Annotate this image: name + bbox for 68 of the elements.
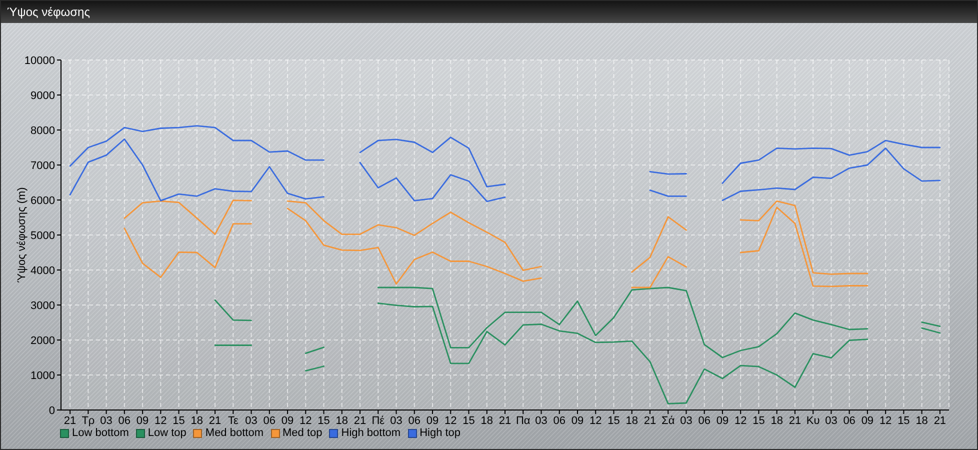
y-tick-label: 2000 [30,334,55,347]
x-tick-label: 21 [934,414,946,427]
legend-label: High top [420,427,461,439]
legend-label: Med bottom [205,427,264,439]
legend-label: Low bottom [72,427,129,439]
x-tick-label: 06 [698,414,710,427]
x-tick-label: 06 [843,414,856,427]
x-tick-label: 18 [480,414,494,427]
x-tick-label: Πέ [372,414,385,427]
x-tick-label: Πα [516,414,531,427]
y-tick-label: 1000 [30,370,55,382]
x-tick-label: 18 [190,414,204,427]
x-tick-label: 09 [281,414,294,427]
y-tick-label: 7000 [30,160,55,172]
x-tick-label: 09 [426,414,439,427]
x-tick-label: 18 [916,414,928,427]
x-tick-label: 06 [553,414,566,427]
y-tick-label: 4000 [30,264,55,277]
x-tick-label: 12 [300,414,312,427]
x-tick-label: 21 [498,414,512,427]
y-tick-label: 8000 [30,124,55,137]
x-tick-label: 21 [644,414,656,427]
x-tick-label: 21 [788,414,802,427]
x-tick-label: 09 [571,414,584,427]
x-tick-label: 06 [118,414,131,427]
x-tick-label: Κυ [806,414,820,427]
y-axis-title: Ύψος νέφωσης (m) [16,187,28,283]
legend-label: High bottom [341,427,401,439]
x-tick-label: 03 [825,414,838,427]
x-tick-label: 18 [770,414,783,427]
x-tick-label: 12 [734,414,747,427]
x-tick-label: 15 [898,414,910,427]
y-tick-label: 6000 [30,194,55,207]
x-tick-label: 03 [245,414,258,427]
x-tick-label: Τε [228,414,238,427]
x-tick-label: Σά [662,414,676,427]
x-tick-label: 18 [336,414,348,427]
legend-label: Low top [148,427,186,439]
x-tick-label: 09 [716,414,729,427]
x-tick-label: 18 [626,414,638,427]
x-tick-label: 09 [136,414,149,427]
y-tick-label: 5000 [30,230,55,242]
x-tick-label: 06 [408,414,421,427]
x-tick-label: 12 [589,414,602,427]
x-tick-label: 03 [680,414,692,427]
y-tick-label: 0 [48,404,55,417]
x-tick-label: 21 [354,414,366,427]
x-tick-label: 03 [390,414,402,427]
x-tick-label: 09 [861,414,874,427]
x-tick-label: 03 [100,414,112,427]
y-tick-label: 3000 [30,300,55,312]
x-tick-label: 03 [535,414,548,427]
x-tick-label: Τρ [82,414,95,427]
x-tick-label: 15 [752,414,765,427]
y-tick-label: 9000 [30,90,55,102]
x-tick-label: 21 [208,414,222,427]
x-tick-label: 12 [444,414,457,427]
x-tick-label: 06 [263,414,276,427]
legend-label: Med top [282,427,322,439]
x-tick-label: 15 [172,414,185,427]
chart-title: Ύψος νέφωσης [7,5,90,19]
x-tick-label: 15 [462,414,475,427]
x-tick-label: 21 [64,414,76,427]
x-tick-label: 12 [154,414,167,427]
x-tick-label: 15 [318,414,330,427]
x-tick-label: 12 [879,414,892,427]
y-tick-label: 10000 [24,54,55,67]
x-tick-label: 15 [608,414,620,427]
